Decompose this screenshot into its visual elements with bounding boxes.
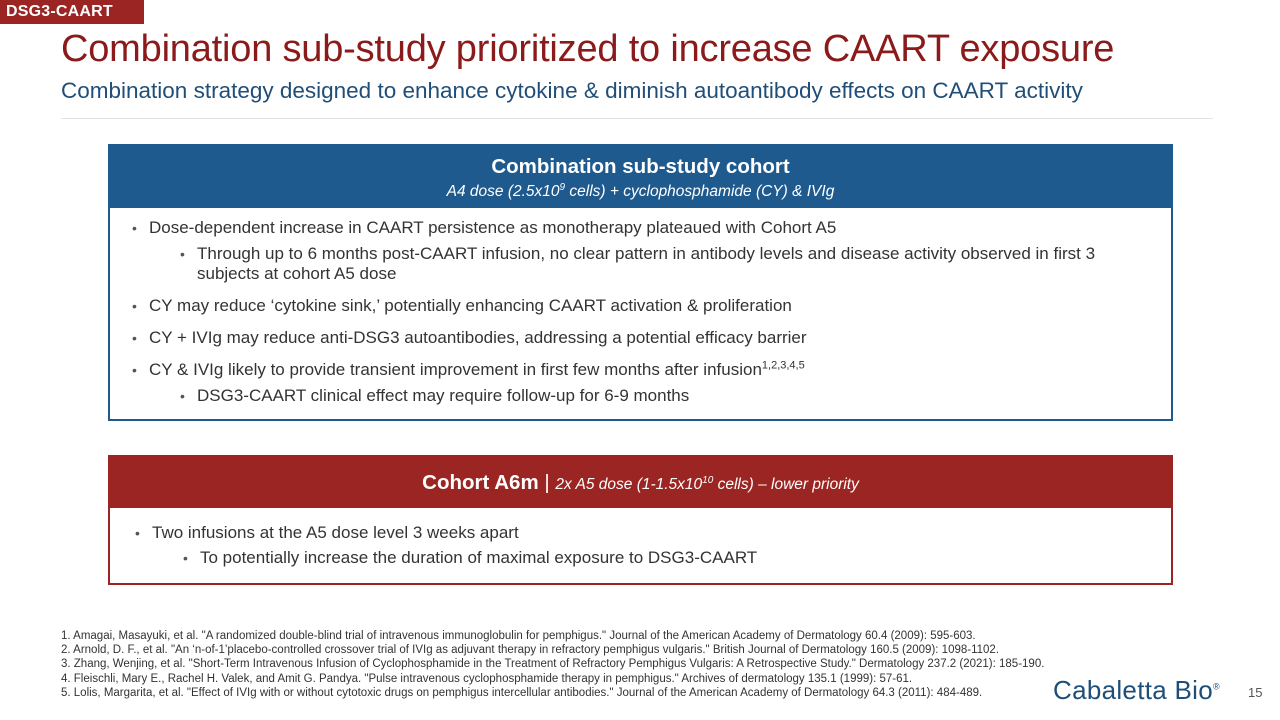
cohort-a6m-heading: Cohort A6m bbox=[422, 471, 539, 494]
bullet-item: CY & IVIg likely to provide transient im… bbox=[132, 359, 1171, 380]
page-number: 15 bbox=[1248, 685, 1263, 700]
heading-separator: | bbox=[538, 471, 556, 494]
reference-item: 5. Lolis, Margarita, et al. "Effect of I… bbox=[61, 686, 983, 699]
title-divider bbox=[61, 118, 1213, 119]
bullet-item: Two infusions at the A5 dose level 3 wee… bbox=[135, 523, 1171, 543]
reference-item: 2. Arnold, D. F., et al. "An ‘n-of-1’pla… bbox=[61, 644, 1000, 657]
combination-cohort-subheading: A4 dose (2.5x109 cells) + cyclophosphami… bbox=[446, 181, 835, 200]
combination-cohort-box: Combination sub-study cohort A4 dose (2.… bbox=[108, 144, 1173, 421]
sub-bullet-item: DSG3-CAART clinical effect may require f… bbox=[180, 386, 1171, 406]
cohort-a6m-subheading: 2x A5 dose (1-1.5x1010 cells) – lower pr… bbox=[555, 474, 859, 493]
combination-cohort-heading: Combination sub-study cohort bbox=[491, 155, 790, 178]
reference-item: 4. Fleischli, Mary E., Rachel H. Valek, … bbox=[61, 672, 913, 685]
sub-bullet-item: Through up to 6 months post-CAART infusi… bbox=[180, 244, 1131, 284]
bullet-item: Dose-dependent increase in CAART persist… bbox=[132, 218, 1171, 238]
reference-item: 1. Amagai, Masayuki, et al. "A randomize… bbox=[61, 630, 976, 642]
references: 1. Amagai, Masayuki, et al. "A randomize… bbox=[61, 629, 1044, 700]
cohort-a6m-bullets: Two infusions at the A5 dose level 3 wee… bbox=[110, 508, 1171, 568]
page-title: Combination sub-study prioritized to inc… bbox=[61, 28, 1115, 70]
cohort-a6m-header: Cohort A6m | 2x A5 dose (1-1.5x1010 cell… bbox=[110, 457, 1171, 508]
reference-item: 3. Zhang, Wenjing, et al. "Short-Term In… bbox=[61, 658, 1045, 671]
sub-bullet-item: To potentially increase the duration of … bbox=[183, 548, 1131, 568]
company-logo: Cabaletta Bio® bbox=[1053, 675, 1220, 705]
page-subtitle: Combination strategy designed to enhance… bbox=[61, 78, 1083, 103]
section-tag: DSG3-CAART bbox=[0, 0, 144, 24]
citation-superscript: 1,2,3,4,5 bbox=[761, 359, 805, 372]
bullet-item: CY may reduce ‘cytokine sink,’ potential… bbox=[132, 296, 1171, 316]
cohort-a6m-box: Cohort A6m | 2x A5 dose (1-1.5x1010 cell… bbox=[108, 455, 1173, 585]
combination-cohort-header: Combination sub-study cohort A4 dose (2.… bbox=[110, 146, 1171, 208]
combination-cohort-bullets: Dose-dependent increase in CAART persist… bbox=[110, 208, 1171, 406]
bullet-item: CY + IVIg may reduce anti-DSG3 autoantib… bbox=[132, 328, 1171, 348]
